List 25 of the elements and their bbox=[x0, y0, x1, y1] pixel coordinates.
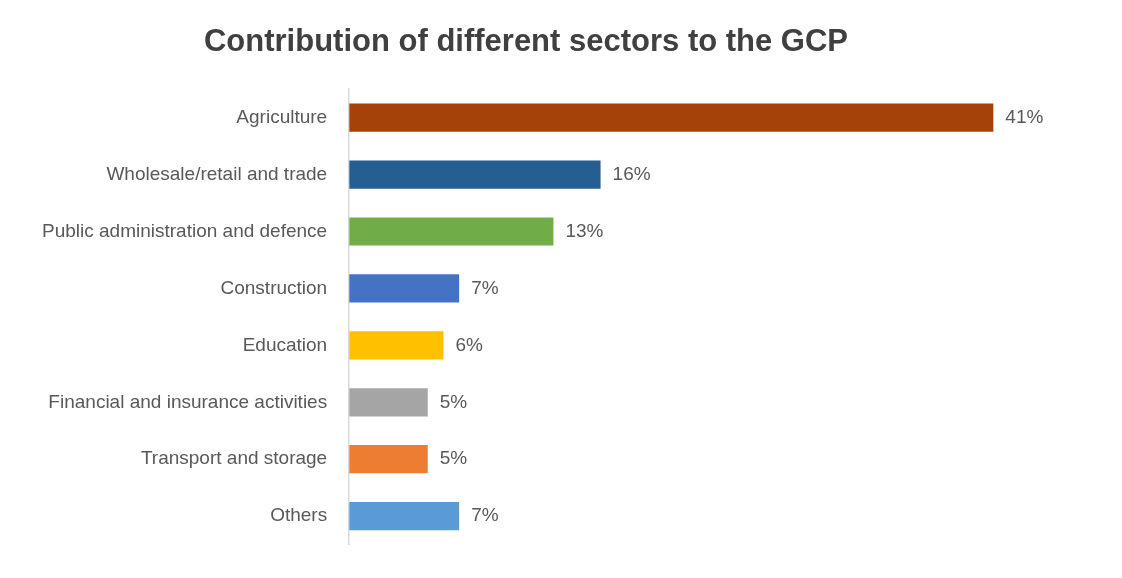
bar bbox=[349, 217, 554, 246]
y-tick-label: Agriculture bbox=[236, 105, 328, 127]
y-tick-label: Education bbox=[242, 333, 328, 355]
y-tick-label: Wholesale/retail and trade bbox=[106, 162, 328, 184]
bar bbox=[349, 274, 460, 303]
bar bbox=[349, 103, 994, 132]
y-tick-label: Construction bbox=[220, 276, 328, 298]
data-label: 5% bbox=[439, 390, 468, 412]
data-label: 7% bbox=[471, 276, 499, 298]
data-label: 6% bbox=[455, 333, 484, 355]
data-label: 5% bbox=[439, 447, 468, 469]
data-label: 7% bbox=[471, 504, 499, 526]
bar bbox=[349, 445, 428, 474]
bar bbox=[349, 388, 428, 417]
y-tick-label: Financial and insurance activities bbox=[48, 390, 328, 412]
bar bbox=[349, 502, 460, 531]
bar bbox=[349, 160, 601, 189]
data-label: 41% bbox=[1005, 105, 1044, 127]
data-label: 16% bbox=[612, 162, 651, 184]
data-label: 13% bbox=[565, 219, 604, 241]
bar bbox=[349, 331, 444, 360]
y-tick-label: Transport and storage bbox=[140, 447, 328, 469]
chart-title: Contribution of different sectors to the GCP bbox=[203, 23, 849, 59]
y-tick-label: Public administration and defence bbox=[41, 219, 328, 241]
y-tick-label: Others bbox=[270, 504, 328, 526]
